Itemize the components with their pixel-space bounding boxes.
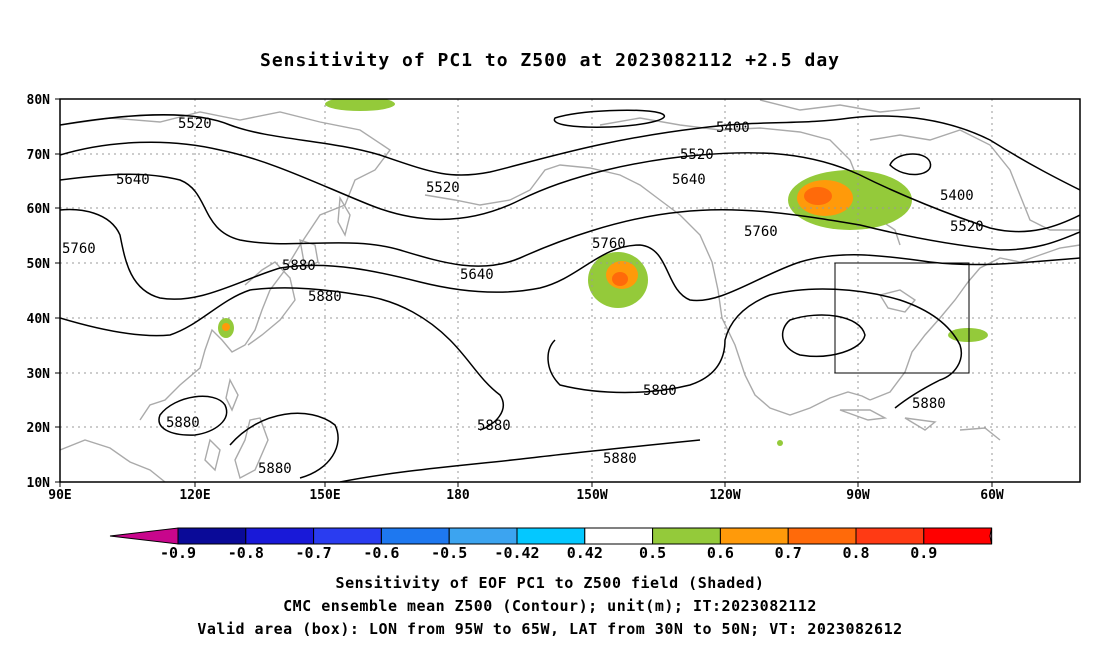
plot-title: Sensitivity of PC1 to Z500 at 2023082112…: [259, 50, 840, 71]
lat-label: 40N: [27, 312, 51, 327]
colorbar-label: -0.9: [160, 544, 196, 562]
contour-label-7: 5400: [940, 188, 974, 204]
contour-label-2: 5400: [716, 120, 750, 136]
colorbar-label: -0.7: [296, 544, 332, 562]
contour-label-14: 5880: [308, 289, 342, 305]
colorbar-label: 0.8: [842, 544, 869, 562]
contour-closed-2: [889, 153, 932, 176]
footer-line-3: Valid area (box): LON from 95W to 65W, L…: [197, 620, 903, 638]
contour-5880-b: [547, 288, 962, 409]
footer-line-2: CMC ensemble mean Z500 (Contour); unit(m…: [283, 597, 817, 615]
lon-label: 60W: [980, 488, 1004, 503]
lat-label: 20N: [27, 421, 51, 436]
contour-5640: [60, 173, 1080, 267]
lat-label: 50N: [27, 257, 51, 272]
lon-label: 150W: [576, 488, 607, 503]
contour-label-3: 5520: [426, 180, 460, 196]
contour-label-11: 5760: [744, 224, 778, 240]
lon-label: 150E: [309, 488, 340, 503]
contour-label-19: 5880: [258, 461, 292, 477]
colorbar-segment: [313, 527, 382, 545]
colorbar-triangle-left: [109, 527, 179, 545]
shade-orange-4: [222, 323, 230, 331]
contour-label-18: 5880: [603, 451, 637, 467]
contour-5880-a: [60, 287, 504, 431]
shade-dark-2: [804, 187, 832, 205]
colorbar-segment: [719, 527, 789, 545]
lat-label: 60N: [27, 202, 51, 217]
colorbar-label: 0.9: [910, 544, 937, 562]
contour-label-13: 5880: [282, 258, 316, 274]
lon-label: 90E: [48, 488, 71, 503]
contour-label-15: 5880: [643, 383, 677, 399]
colorbar: -0.9 -0.8 -0.7 -0.6 -0.5 -0.42 0.42 0.5 0.6 0.7 0.…: [109, 527, 993, 562]
lat-label: 30N: [27, 367, 51, 382]
contour-label-16: 5880: [166, 415, 200, 431]
contour-label-1: 5520: [178, 116, 212, 132]
contour-5400: [60, 113, 1080, 191]
contour-label-17: 5880: [477, 418, 511, 434]
colorbar-segment: [448, 527, 518, 545]
colorbar-label: 0.7: [775, 544, 802, 562]
contour-label-4: 5640: [116, 172, 150, 188]
map-frame: [59, 98, 1081, 483]
contour-labels: 5520 5400 5520 5640 5520 5640 5400 5520 …: [62, 116, 984, 477]
contour-label-20: 5880: [912, 396, 946, 412]
sensitivity-shading: [218, 99, 988, 446]
lat-axis: [55, 98, 60, 483]
colorbar-label: 0.5: [639, 544, 666, 562]
colorbar-segment: [245, 527, 315, 545]
contour-label-9: 5760: [592, 236, 626, 252]
colorbar-label: -0.6: [363, 544, 399, 562]
contour-label-8: 5520: [950, 219, 984, 235]
shade-dark-3: [612, 272, 628, 286]
lat-label: 70N: [27, 148, 51, 163]
colorbar-segment: [380, 527, 450, 545]
colorbar-triangle-right: [989, 527, 993, 545]
contour-label-12: 5760: [62, 241, 96, 257]
colorbar-segment: [652, 527, 721, 545]
colorbar-segment: [177, 527, 247, 545]
contour-label-10: 5640: [460, 267, 494, 283]
lon-label: 120W: [709, 488, 740, 503]
lon-label: 90W: [846, 488, 870, 503]
colorbar-segment: [787, 527, 857, 545]
contour-closed-5: [229, 412, 339, 479]
lon-label: 180: [446, 488, 470, 503]
contour-5760: [60, 208, 1080, 302]
colorbar-label: -0.5: [431, 544, 467, 562]
footer-line-1: Sensitivity of EOF PC1 to Z500 field (Sh…: [335, 574, 765, 592]
lat-label: 10N: [27, 476, 51, 491]
shade-green-1: [325, 99, 395, 111]
colorbar-segment: [584, 527, 654, 545]
contour-closed-3: [781, 314, 866, 357]
lon-label: 120E: [179, 488, 210, 503]
z500-contours: [60, 109, 1080, 482]
lat-label: 80N: [27, 93, 51, 108]
colorbar-label: 0.42: [567, 544, 603, 562]
lon-axis: [59, 482, 993, 487]
colorbar-segment: [923, 527, 993, 545]
contour-5880-c: [339, 439, 701, 482]
contour-5520: [60, 141, 1080, 233]
contour-label-6: 5640: [672, 172, 706, 188]
contour-closed-1: [553, 109, 666, 128]
colorbar-label: -0.8: [228, 544, 264, 562]
shade-green-5: [948, 328, 988, 342]
colorbar-segment: [516, 527, 586, 545]
valid-area-box: [834, 262, 970, 374]
colorbar-label: 0.6: [707, 544, 734, 562]
gridlines: [60, 99, 1080, 482]
contour-label-5: 5520: [680, 147, 714, 163]
contour-closed-4: [158, 395, 228, 436]
shade-green-6: [777, 440, 783, 446]
colorbar-label: -0.42: [494, 544, 539, 562]
colorbar-segment: [855, 527, 925, 545]
